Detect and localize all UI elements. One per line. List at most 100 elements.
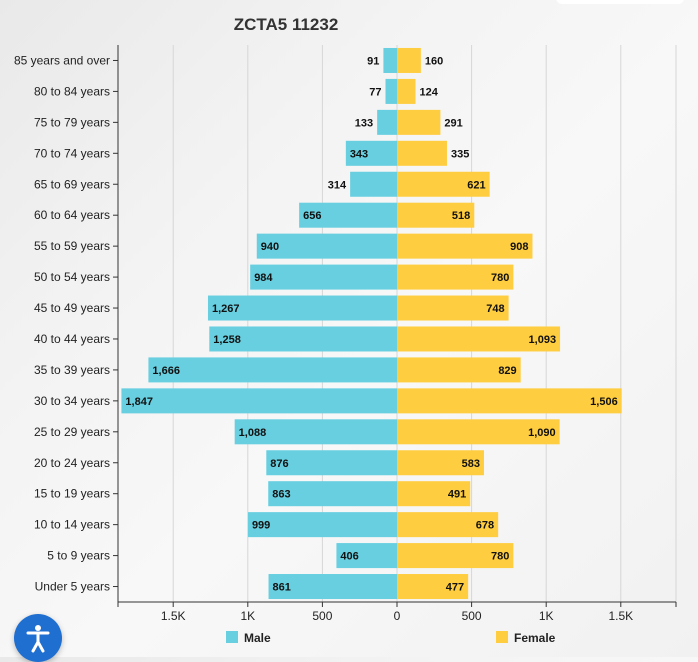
female-data-label: 335 (451, 148, 469, 160)
female-data-label: 678 (476, 520, 494, 532)
y-tick-label: 55 to 59 years (34, 239, 110, 253)
female-bar (397, 47, 421, 73)
male-data-label: 406 (340, 551, 358, 563)
x-tick-label: 1K (240, 609, 255, 623)
legend-swatch-female (496, 631, 508, 643)
female-bar (397, 481, 471, 507)
female-data-label: 124 (420, 86, 439, 98)
male-data-label: 940 (261, 241, 279, 253)
legend-item-female[interactable]: Female (496, 631, 556, 645)
male-data-label: 863 (272, 489, 290, 501)
accessibility-icon (26, 625, 50, 653)
y-tick-label: 30 to 34 years (34, 394, 110, 408)
male-bar (121, 388, 397, 414)
y-tick-label: 60 to 64 years (34, 208, 110, 222)
male-bar (148, 357, 397, 383)
y-tick-label: 5 to 9 years (47, 549, 110, 563)
female-bar (397, 357, 521, 383)
male-data-label: 1,088 (239, 427, 267, 439)
male-bar (250, 264, 397, 290)
male-bar (299, 202, 397, 228)
male-data-label: 1,267 (212, 303, 240, 315)
accessibility-button[interactable] (14, 614, 62, 662)
female-bar (397, 233, 533, 259)
female-data-label: 1,090 (528, 427, 556, 439)
y-tick-label: 35 to 39 years (34, 363, 110, 377)
male-data-label: 1,258 (213, 334, 241, 346)
data-label-layer: 91 160 77 124 133 291 343 335 314 621 656 518 940 908… (125, 55, 617, 593)
legend[interactable]: Male Female (226, 631, 556, 645)
chart-title: ZCTA5 11232 (234, 15, 339, 34)
male-bar (383, 47, 397, 73)
y-tick-label: 45 to 49 years (34, 301, 110, 315)
male-data-label: 984 (254, 272, 273, 284)
legend-swatch-male (226, 631, 238, 643)
grid-layer (172, 45, 677, 602)
x-tick-label: 0 (394, 609, 401, 623)
female-bar (397, 171, 490, 197)
male-bar (266, 450, 397, 476)
x-tick-label: 500 (312, 609, 332, 623)
y-tick-label: 70 to 74 years (34, 146, 110, 160)
corner-tab (556, 0, 684, 4)
y-tick-label: 50 to 54 years (34, 270, 110, 284)
male-data-label: 91 (367, 55, 379, 67)
female-data-label: 908 (510, 241, 528, 253)
female-data-label: 780 (491, 551, 509, 563)
male-bar (209, 326, 397, 352)
y-tick-label: 85 years and over (14, 53, 110, 67)
x-tick-label: 500 (462, 609, 482, 623)
male-bar (336, 543, 397, 569)
legend-item-male[interactable]: Male (226, 631, 271, 645)
x-tick-label: 1K (539, 609, 554, 623)
male-bar (377, 109, 397, 135)
y-tick-label: 80 to 84 years (34, 84, 110, 98)
y-tick-label: 40 to 44 years (34, 332, 110, 346)
female-bar (397, 202, 475, 228)
male-data-label: 1,666 (152, 365, 180, 377)
female-bar (397, 543, 514, 569)
female-data-label: 583 (462, 458, 480, 470)
male-data-label: 343 (350, 148, 368, 160)
y-tick-label: 25 to 29 years (34, 425, 110, 439)
female-data-label: 621 (467, 179, 485, 191)
legend-label-female: Female (514, 631, 556, 645)
male-data-label: 77 (369, 86, 381, 98)
male-bar (268, 481, 397, 507)
male-bar (256, 233, 397, 259)
male-bar (247, 512, 397, 538)
male-data-label: 876 (270, 458, 288, 470)
female-bar (397, 388, 622, 414)
male-bar (207, 295, 397, 321)
y-tick-label: Under 5 years (35, 580, 110, 594)
male-bar (268, 574, 397, 600)
bar-layer (121, 47, 622, 600)
male-data-label: 861 (273, 582, 291, 594)
female-data-label: 491 (448, 489, 466, 501)
female-data-label: 1,506 (590, 396, 618, 408)
male-data-label: 999 (252, 520, 270, 532)
female-bar (397, 78, 416, 104)
female-data-label: 780 (491, 272, 509, 284)
female-bar (397, 295, 509, 321)
female-bar (397, 450, 484, 476)
male-data-label: 133 (355, 117, 373, 129)
legend-label-male: Male (244, 631, 271, 645)
female-data-label: 1,093 (529, 334, 557, 346)
male-data-label: 1,847 (125, 396, 153, 408)
female-bar (397, 326, 561, 352)
y-tick-label: 10 to 14 years (34, 518, 110, 532)
female-bar (397, 512, 499, 538)
female-bar (397, 140, 447, 166)
axis-layer: 85 years and over 80 to 84 years 75 to 79 … (14, 45, 677, 623)
female-bar (397, 264, 514, 290)
female-bar (397, 109, 441, 135)
female-data-label: 160 (425, 55, 443, 67)
y-tick-label: 20 to 24 years (34, 456, 110, 470)
female-data-label: 477 (446, 582, 464, 594)
male-data-label: 314 (328, 179, 347, 191)
female-data-label: 291 (444, 117, 462, 129)
y-tick-label: 15 to 19 years (34, 487, 110, 501)
